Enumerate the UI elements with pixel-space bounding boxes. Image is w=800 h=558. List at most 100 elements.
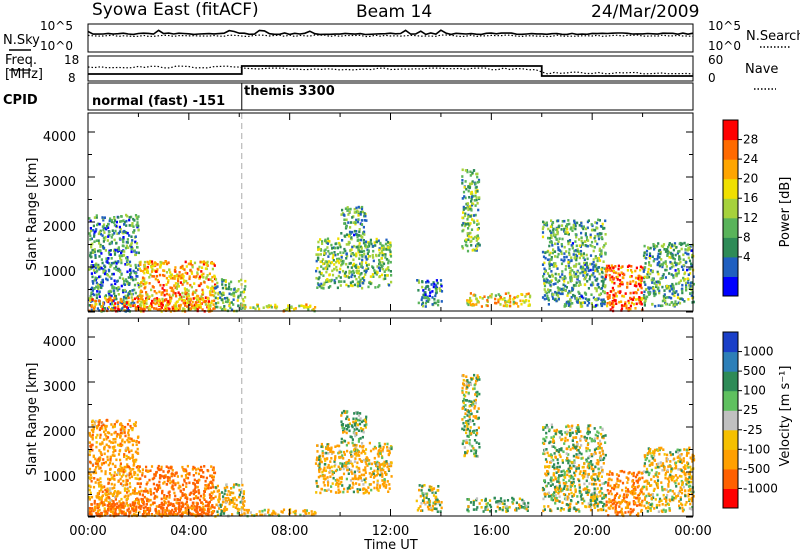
echo-cell	[287, 307, 289, 310]
echo-cell	[554, 250, 556, 253]
echo-cell	[90, 446, 92, 449]
echo-cell	[200, 495, 202, 498]
echo-cell	[343, 248, 345, 251]
echo-cell	[626, 307, 628, 310]
echo-cell	[675, 269, 677, 272]
echo-cell	[592, 269, 594, 272]
echo-cell	[95, 481, 97, 484]
echo-cell	[634, 307, 636, 310]
echo-cell	[125, 450, 127, 453]
echo-cell	[675, 283, 677, 286]
echo-cell	[132, 456, 134, 459]
echo-cell	[256, 513, 258, 516]
echo-cell	[348, 459, 350, 462]
echo-cell	[329, 460, 331, 463]
echo-cell	[687, 277, 689, 280]
echo-cell	[464, 215, 466, 218]
echo-cell	[165, 260, 167, 263]
echo-cell	[106, 225, 108, 228]
echo-cell	[101, 463, 103, 466]
echo-cell	[224, 493, 226, 496]
echo-cell	[213, 303, 215, 306]
echo-cell	[91, 298, 93, 301]
echo-cell	[267, 509, 269, 512]
echo-cell	[359, 488, 361, 491]
echo-cell	[220, 306, 222, 309]
echo-cell	[495, 302, 497, 305]
echo-cell	[334, 445, 336, 448]
echo-cell	[348, 241, 350, 244]
echo-cell	[641, 298, 643, 301]
echo-cell	[163, 475, 165, 478]
echo-cell	[658, 304, 660, 307]
echo-cell	[223, 512, 225, 515]
echo-cell	[99, 303, 101, 306]
echo-cell	[346, 478, 348, 481]
echo-cell	[127, 423, 129, 426]
echo-cell	[487, 305, 489, 308]
echo-cell	[121, 307, 123, 310]
echo-cell	[131, 222, 133, 225]
echo-cell	[230, 487, 232, 490]
echo-cell	[123, 254, 125, 257]
echo-cell	[165, 497, 167, 500]
echo-cell	[598, 297, 600, 300]
echo-cell	[656, 245, 658, 248]
echo-cell	[133, 464, 135, 467]
echo-cell	[466, 245, 468, 248]
echo-cell	[108, 290, 110, 293]
echo-cell	[666, 296, 668, 299]
echo-cell	[421, 296, 423, 299]
echo-cell	[578, 238, 580, 241]
echo-cell	[329, 475, 331, 478]
echo-cell	[364, 481, 366, 484]
echo-cell	[191, 272, 193, 275]
echo-cell	[167, 281, 169, 284]
echo-cell	[669, 267, 671, 270]
echo-cell	[328, 464, 330, 467]
echo-cell	[99, 223, 101, 226]
echo-cell	[684, 242, 686, 245]
echo-cell	[319, 468, 321, 471]
echo-cell	[563, 260, 565, 263]
echo-cell	[163, 496, 165, 499]
echo-cell	[476, 173, 478, 176]
echo-cell	[319, 271, 321, 274]
echo-cell	[542, 236, 544, 239]
echo-cell	[370, 283, 372, 286]
echo-cell	[138, 300, 140, 303]
echo-cell	[677, 296, 679, 299]
echo-cell	[130, 449, 132, 452]
echo-cell	[194, 491, 196, 494]
echo-cell	[645, 257, 647, 260]
echo-cell	[386, 443, 388, 446]
echo-cell	[152, 478, 154, 481]
echo-cell	[227, 497, 229, 500]
echo-cell	[122, 480, 124, 483]
power-ytick-3000: 3000	[43, 175, 76, 190]
echo-cell	[122, 474, 124, 477]
echo-cell	[192, 482, 194, 485]
echo-cell	[425, 305, 427, 308]
echo-cell	[158, 291, 160, 294]
echo-cell	[146, 500, 148, 503]
echo-cell	[243, 504, 245, 507]
echo-cell	[190, 269, 192, 272]
echo-cell	[232, 499, 234, 502]
echo-cell	[680, 244, 682, 247]
power-colorbar-tick: 20	[743, 172, 758, 186]
echo-cell	[139, 465, 141, 468]
echo-cell	[174, 277, 176, 280]
echo-cell	[137, 502, 139, 505]
echo-cell	[189, 493, 191, 496]
echo-cell	[656, 284, 658, 287]
echo-cell	[95, 303, 97, 306]
echo-cell	[143, 507, 145, 510]
echo-cell	[516, 302, 518, 305]
echo-cell	[542, 226, 544, 229]
echo-cell	[564, 246, 566, 249]
echo-cell	[471, 195, 473, 198]
echo-cell	[437, 282, 439, 285]
echo-cell	[127, 241, 129, 244]
